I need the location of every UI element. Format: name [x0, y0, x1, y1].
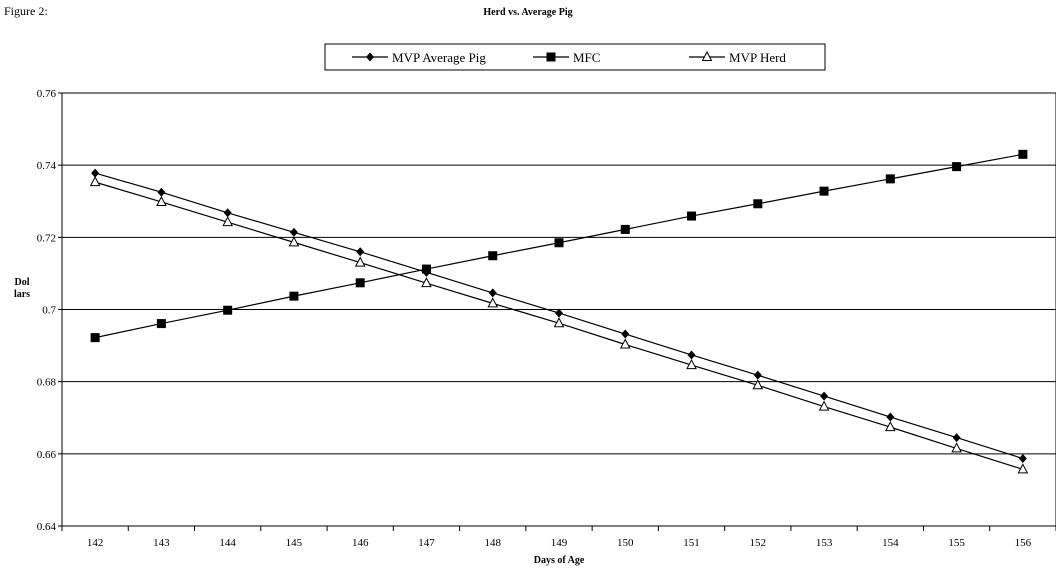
legend: MVP Average Pig MFC MVP Herd — [324, 43, 826, 71]
data-point — [289, 227, 298, 237]
data-point — [156, 319, 166, 329]
y-axis-title-line-2: lars — [14, 289, 30, 300]
legend-box — [324, 43, 826, 71]
x-tick-label: 148 — [484, 537, 501, 549]
y-tick-label: 0.76 — [37, 88, 57, 100]
data-point — [157, 187, 166, 197]
legend-marker — [701, 50, 713, 61]
data-point — [620, 224, 630, 234]
series-mfc — [90, 149, 1028, 343]
legend-entry-mfc: MFC — [533, 50, 600, 65]
x-tick-label: 146 — [352, 537, 369, 549]
y-tick-label: 0.7 — [42, 305, 56, 317]
data-point — [885, 174, 895, 184]
legend-label: MVP Herd — [729, 50, 786, 65]
series-group — [89, 149, 1029, 474]
y-tick-label: 0.66 — [37, 449, 57, 461]
data-point — [686, 358, 697, 370]
series-mvp-average-pig — [91, 168, 1027, 464]
data-point — [288, 236, 300, 247]
data-point — [223, 208, 232, 218]
y-tick-label: 0.74 — [37, 160, 57, 172]
data-point — [753, 370, 762, 380]
data-point — [886, 412, 895, 422]
x-tick-label: 144 — [219, 537, 236, 549]
data-point — [818, 400, 830, 411]
x-tick-label: 156 — [1015, 537, 1032, 549]
legend-marker — [366, 52, 374, 62]
chart-title: Herd vs. Average Pig — [483, 7, 572, 18]
data-point — [488, 251, 498, 261]
data-point — [487, 297, 499, 308]
legend-label: MFC — [573, 50, 600, 65]
data-point — [820, 391, 829, 401]
x-tick-label: 152 — [750, 537, 767, 549]
x-tick-label: 149 — [551, 537, 568, 549]
plot-area: 0.64 0.66 0.68 0.7 0.72 0.74 0.76 142 143 144 145… — [37, 88, 1056, 549]
x-tick-label: 151 — [683, 537, 700, 549]
data-point — [952, 433, 961, 443]
data-point — [356, 247, 365, 257]
data-point — [951, 442, 962, 453]
data-point — [421, 277, 432, 288]
x-tick-label: 154 — [882, 537, 899, 549]
data-point — [90, 333, 100, 343]
x-tick-label: 147 — [418, 537, 435, 549]
data-point — [488, 288, 497, 298]
legend-entry-mvp-herd: MVP Herd — [689, 50, 786, 65]
figure-label: Figure 2: — [4, 4, 48, 18]
data-point — [555, 308, 563, 318]
y-axis-ticks: 0.64 0.66 0.68 0.7 0.72 0.74 0.76 — [37, 88, 62, 533]
data-point — [1018, 149, 1028, 159]
data-point — [687, 350, 696, 360]
data-point — [421, 264, 431, 274]
x-tick-label: 150 — [617, 537, 634, 549]
data-point — [91, 168, 100, 178]
data-point — [355, 278, 365, 288]
x-tick-label: 142 — [87, 537, 104, 549]
data-point — [1017, 463, 1029, 474]
x-tick-label: 143 — [153, 537, 170, 549]
y-axis-title-line-1: Dol — [15, 277, 30, 288]
legend-marker — [546, 52, 556, 62]
data-point — [885, 421, 896, 432]
data-point — [354, 256, 366, 267]
data-point — [222, 216, 233, 227]
data-point — [687, 211, 697, 221]
x-tick-label: 145 — [286, 537, 303, 549]
x-tick-label: 153 — [816, 537, 833, 549]
data-point — [1018, 454, 1027, 464]
data-point — [621, 329, 630, 339]
data-point — [952, 162, 962, 172]
legend-label: MVP Average Pig — [392, 50, 486, 65]
data-point — [289, 291, 299, 301]
x-axis-title: Days of Age — [534, 555, 585, 566]
data-point — [752, 379, 764, 390]
y-tick-label: 0.68 — [37, 377, 57, 389]
y-tick-label: 0.64 — [37, 521, 57, 533]
x-axis-ticks: 142 143 144 145 146 147 148 149 150 151 152 153 154 1… — [61, 526, 1056, 549]
data-point — [89, 176, 101, 187]
legend-entry-mvp-average-pig: MVP Average Pig — [352, 50, 486, 65]
data-point — [554, 238, 564, 248]
data-point — [819, 186, 829, 196]
data-point — [223, 305, 233, 315]
x-tick-label: 155 — [948, 537, 965, 549]
data-point — [156, 195, 167, 206]
data-point — [619, 338, 631, 349]
data-point — [553, 317, 565, 328]
data-point — [753, 199, 763, 209]
y-tick-label: 0.72 — [37, 232, 56, 244]
series-mvp-herd — [89, 176, 1029, 474]
